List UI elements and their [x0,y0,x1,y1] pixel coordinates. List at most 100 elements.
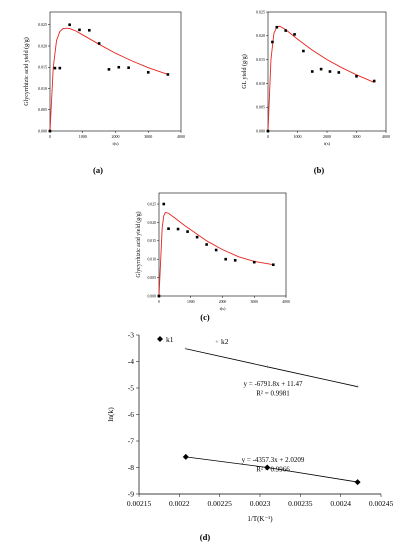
plot-frame [158,192,287,297]
y-tick-label: 0.020 [256,33,265,38]
data-point [233,259,237,262]
data-point [195,235,199,239]
y-tick-label: 0.005 [256,105,265,110]
y-axis-label: Glycyrrhizic acid yield (g/g) [135,211,142,277]
x-tick-label: 3000 [353,134,361,139]
data-point [293,33,296,36]
x-tick-label: 4000 [282,300,290,304]
data-point [275,25,279,29]
data-point [107,68,111,71]
y-tick-label: -5 [128,384,134,393]
x-tick-label: 4000 [177,134,185,139]
fit-curve [267,25,375,132]
x-tick-label: 0.0024 [330,499,351,508]
data-point [68,23,71,27]
data-point [266,129,270,133]
y-tick-label: 0.000 [147,294,156,298]
data-point [127,66,130,69]
k1-point [354,479,361,486]
chart-panel-1: 0 1000 2000 3000 4000 0.000 0.005 0.010 0.015 0.0… [23,11,185,175]
y-tick-label: 0.020 [38,43,47,48]
data-point [166,73,170,76]
equation-annotation: R² = 0.9981 [256,390,290,398]
k2-point: + [184,347,188,353]
x-tick-label: 0.0022 [169,499,190,508]
fit-curve [158,211,274,297]
x-tick-label: 4000 [382,134,390,139]
k2-point: + [266,365,270,371]
y-tick-label: -4 [128,357,134,366]
data-point [355,74,358,78]
y-tick-label: 0.015 [256,57,265,62]
x-tick-label: 3000 [144,134,152,139]
data-point [97,42,101,45]
chart-panel-2: 0 1000 2000 3000 4000 0.000 0.005 0.010 0.015 0.0… [241,9,390,175]
panel-label: (b) [314,165,325,175]
data-point [78,28,81,32]
equation-annotation: R² = 0.9966 [256,466,290,474]
data-point [167,227,170,230]
y-tick-label: -6 [128,410,134,419]
x-tick-label: 0 [158,300,160,304]
fit-curve [49,27,169,132]
data-point [88,28,91,32]
y-tick-label: 0.010 [256,81,265,86]
y-tick-label: 0.005 [147,276,156,280]
x-axis-label: t(s) [220,306,226,311]
data-point [302,49,305,53]
y-tick-label: 0.020 [147,221,156,225]
x-tick-label: 0.00225 [207,499,232,508]
chart-panel-4: 0.00215 0.0022 0.00225 0.0023 0.00235 0.0024 0… [106,331,393,542]
y-tick-label: 0.025 [38,22,47,27]
y-tick-label: 0.015 [147,239,156,243]
k1-point [182,453,189,460]
plot-frame [49,11,182,132]
y-tick-label: -8 [128,463,134,472]
data-point [117,65,121,69]
data-point [53,66,57,70]
data-point [146,71,150,74]
k1-point [264,464,271,471]
data-point [205,243,208,246]
data-point [162,202,166,206]
x-tick-label: 3000 [250,300,258,304]
y-axis-label: Glycyrrhizic acid yield (g/g) [23,37,30,105]
data-point [224,257,227,261]
x-tick-label: 0.00215 [127,499,152,508]
data-point [58,66,62,70]
x-axis-label: t(s) [324,141,331,146]
data-point [214,248,218,252]
y-tick-label: -3 [128,331,134,340]
k2-point: + [356,385,360,391]
data-point [337,71,341,74]
y-axis-label: GL yield (g/g) [241,54,248,88]
data-point [328,70,332,73]
legend-k2-label: k2 [221,337,229,346]
data-point [186,230,189,233]
x-tick-label: 1000 [79,134,87,139]
x-tick-label: 1000 [187,300,195,304]
y-tick-label: 0.000 [256,128,265,133]
data-point [252,260,256,264]
x-axis-label: t(s) [112,141,119,146]
y-tick-label: 0.025 [256,9,265,14]
y-axis-label: ln(k) [106,407,115,422]
panel-label: (a) [93,165,103,175]
legend-k2-marker: + [215,340,219,346]
x-tick-label: 2000 [219,300,227,304]
x-tick-label: 2000 [323,134,331,139]
y-tick-label: -9 [128,490,134,499]
data-point [272,263,275,267]
panel-label: (d) [200,532,211,542]
k2-trendline [185,348,358,388]
x-tick-label: 0.0023 [250,499,271,508]
chart-panel-3: 0 1000 2000 3000 4000 0.000 0.005 0.010 0.015 0.0… [135,192,290,322]
data-point [157,294,161,298]
legend-k1-label: k1 [166,335,174,344]
data-point [319,67,323,71]
y-tick-label: 0.025 [147,202,156,206]
x-tick-label: 0.00245 [369,499,394,508]
data-point [271,40,274,44]
data-point [176,227,180,231]
